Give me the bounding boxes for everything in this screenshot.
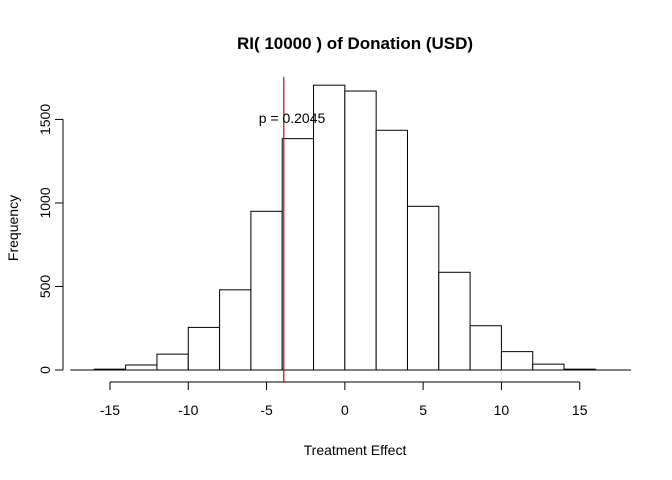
- x-tick-label: 5: [419, 402, 427, 418]
- bars-group: [70, 84, 631, 371]
- histogram-bar: [281, 138, 315, 371]
- x-axis: -15 -10 -5 0 5 10 15: [100, 381, 588, 418]
- histogram-bar: [375, 129, 408, 371]
- x-tick-label: 10: [494, 402, 510, 418]
- x-tick-label: -15: [100, 402, 120, 418]
- histogram-bar: [469, 325, 502, 371]
- histogram-bar: [219, 289, 252, 371]
- histogram-bar: [532, 363, 565, 371]
- y-tick-label: 0: [37, 366, 53, 374]
- x-tick-label: 0: [341, 402, 349, 418]
- y-axis-label: Frequency: [5, 195, 21, 261]
- p-value-annotation: p = 0.2045: [259, 110, 326, 126]
- chart-title: RI( 10000 ) of Donation (USD): [237, 34, 473, 53]
- y-axis: 0 500 1000 1500: [37, 104, 64, 374]
- x-tick-label: 15: [572, 402, 588, 418]
- histogram-bar: [125, 364, 158, 371]
- x-tick-label: -10: [178, 402, 198, 418]
- histogram-bar: [500, 351, 534, 371]
- x-axis-label: Treatment Effect: [304, 442, 407, 458]
- histogram-bar: [406, 205, 440, 371]
- y-tick-label: 1000: [37, 187, 53, 218]
- histogram-bar: [344, 90, 377, 371]
- histogram-bar: [156, 353, 189, 371]
- y-tick-label: 500: [37, 275, 53, 299]
- histogram-bar: [438, 271, 471, 371]
- histogram-bar: [313, 84, 346, 371]
- histogram-bar: [187, 326, 221, 371]
- x-tick-label: -5: [260, 402, 273, 418]
- y-tick-label: 1500: [37, 104, 53, 135]
- histogram-bar: [250, 210, 283, 371]
